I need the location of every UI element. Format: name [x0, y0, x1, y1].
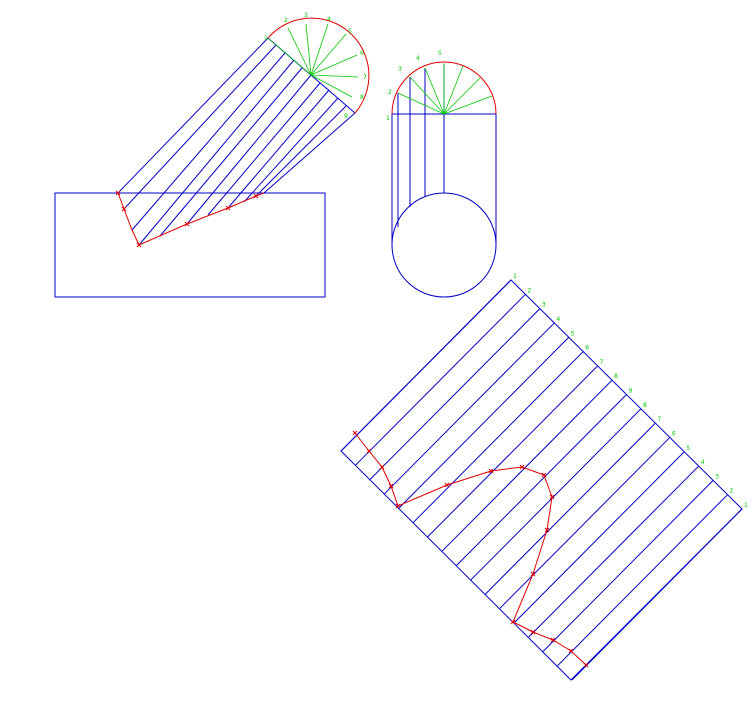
development-label: 7 [600, 359, 604, 366]
side-semicircle [391, 61, 497, 115]
development-point [395, 503, 401, 509]
semicircle-label: 5 [348, 28, 352, 35]
side-view: 1 2 3 4 5 [386, 50, 497, 298]
end-semicircle [267, 17, 370, 114]
development-generator [355, 293, 526, 466]
development-generator [513, 451, 685, 624]
development-label: 3 [542, 302, 546, 309]
side-radials [397, 63, 493, 115]
development-generator [485, 422, 656, 595]
development-label: 5 [571, 330, 575, 337]
development-point [366, 448, 372, 454]
development-point [510, 619, 516, 625]
development-generator [528, 465, 700, 638]
development-point [388, 483, 394, 489]
development-point [379, 464, 385, 470]
development-label: 4 [701, 459, 705, 466]
side-label: 2 [388, 89, 392, 96]
development-generator [441, 379, 613, 552]
semicircle-label: 8 [360, 94, 364, 101]
development-generator [340, 279, 512, 452]
intersection-points-front [115, 190, 259, 248]
development-generators [340, 279, 743, 681]
development-view: 1 2 3 4 5 6 7 8 9 8 7 6 5 4 3 2 1 [340, 273, 748, 681]
block-outline [54, 192, 326, 298]
semicircle-label: 1 [264, 35, 268, 42]
development-generator [456, 394, 627, 566]
side-label: 3 [398, 66, 402, 73]
development-generator [369, 308, 541, 480]
cylinder-generators [117, 37, 356, 246]
semicircle-label: 7 [363, 74, 367, 81]
development-label: 6 [585, 345, 589, 352]
semicircle-label: 6 [360, 50, 364, 57]
development-label: 6 [672, 430, 676, 437]
side-labels: 1 2 3 4 5 [386, 50, 442, 122]
development-point [530, 629, 536, 635]
development-generator [571, 508, 743, 681]
development-curve [354, 432, 587, 666]
development-generator [557, 494, 728, 667]
development-point [541, 472, 547, 478]
semicircle-label: 3 [304, 12, 308, 19]
development-point [550, 637, 556, 643]
side-label: 4 [416, 55, 420, 62]
development-generator [383, 322, 555, 495]
development-points [352, 430, 589, 668]
development-label: 1 [744, 502, 748, 509]
development-label: 9 [629, 388, 633, 395]
development-point [444, 482, 450, 488]
side-label: 1 [386, 115, 390, 122]
development-point [519, 464, 525, 470]
development-label: 7 [657, 416, 661, 423]
development-label: 1 [513, 273, 517, 280]
semicircle-radials [267, 23, 359, 98]
side-end-circle [391, 192, 497, 298]
side-label: 5 [438, 50, 442, 57]
development-label: 3 [715, 473, 719, 480]
development-generator [499, 437, 671, 609]
intersection-curve-front [117, 192, 265, 246]
development-generator [542, 480, 714, 652]
front-view: 1 2 3 4 5 6 7 8 9 [54, 12, 370, 298]
development-generator [398, 336, 570, 509]
development-point [568, 648, 574, 654]
development-point [544, 527, 550, 533]
development-point [530, 571, 536, 577]
development-label: 8 [643, 402, 647, 409]
development-point [488, 468, 494, 474]
semicircle-label: 9 [344, 113, 348, 120]
development-point [549, 494, 555, 500]
development-label: 4 [556, 316, 560, 323]
development-generator [470, 408, 642, 581]
development-point [583, 662, 589, 668]
development-point [352, 430, 358, 436]
development-generator [427, 365, 598, 538]
development-label: 5 [686, 445, 690, 452]
development-label: 2 [730, 488, 734, 495]
semicircle-label: 2 [284, 17, 288, 24]
development-labels: 1 2 3 4 5 6 7 8 9 8 7 6 5 4 3 2 1 [513, 273, 748, 509]
development-label: 8 [614, 373, 618, 380]
semicircle-labels: 1 2 3 4 5 6 7 8 9 [264, 12, 367, 120]
semicircle-label: 4 [327, 16, 331, 23]
development-generator [412, 351, 584, 523]
development-label: 2 [527, 287, 531, 294]
